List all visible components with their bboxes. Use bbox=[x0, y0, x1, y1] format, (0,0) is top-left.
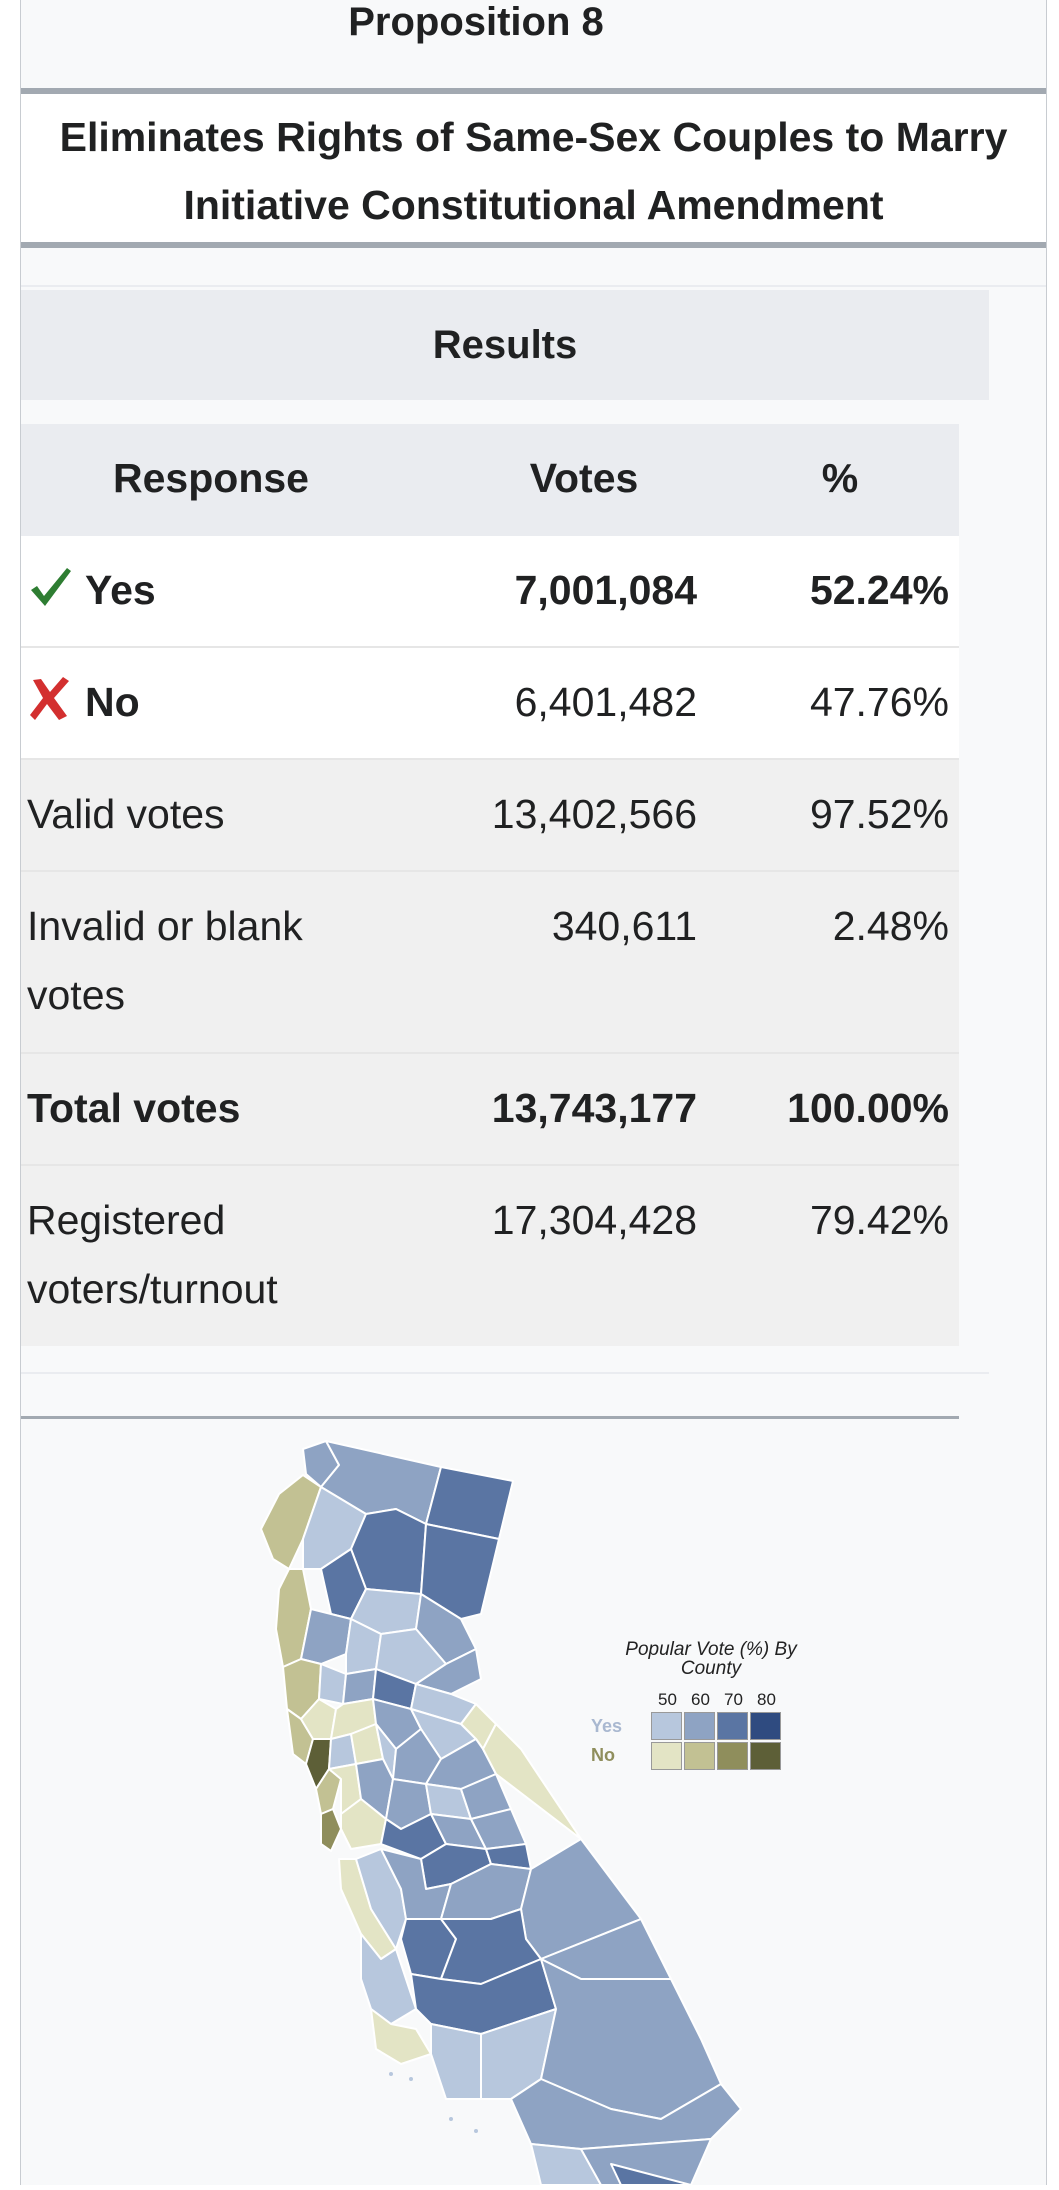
california-county-map bbox=[260, 1440, 742, 2186]
table-header-row: Response Votes % bbox=[21, 424, 959, 536]
table-row-yes: Yes 7,001,084 52.24% bbox=[21, 536, 959, 648]
column-header-votes: Votes bbox=[529, 455, 639, 501]
county-region bbox=[300, 1608, 352, 1665]
percent-value: 79.42% bbox=[809, 1197, 949, 1243]
votes-value: 17,304,428 bbox=[491, 1197, 697, 1243]
response-label: Valid votes bbox=[27, 791, 225, 837]
county-region bbox=[415, 1648, 482, 1695]
legend-ticks: 50 60 70 80 bbox=[658, 1690, 776, 1709]
divider bbox=[21, 285, 1046, 287]
infobox: Proposition 8 Eliminates Rights of Same-… bbox=[20, 0, 1047, 2186]
legend-swatch-no-50 bbox=[651, 1742, 682, 1770]
percent-value: 97.52% bbox=[809, 791, 949, 837]
county-region bbox=[430, 2023, 482, 2100]
legend-no-label: No bbox=[591, 1745, 615, 1765]
response-label: Invalid or blank bbox=[27, 903, 303, 949]
percent-value: 52.24% bbox=[809, 567, 949, 613]
table-row-invalid: Invalid or blank votes 340,611 2.48% bbox=[21, 872, 959, 1054]
response-label: Registered bbox=[27, 1197, 226, 1243]
county-region bbox=[315, 1768, 342, 1815]
votes-value: 7,001,084 bbox=[514, 567, 697, 613]
county-region bbox=[318, 1663, 347, 1705]
column-header-response: Response bbox=[113, 455, 309, 501]
county-region bbox=[320, 1808, 342, 1852]
subtitle-line-1: Eliminates Rights of Same-Sex Couples to… bbox=[59, 114, 1008, 160]
divider bbox=[21, 1372, 989, 1374]
percent-value: 2.48% bbox=[832, 903, 949, 949]
response-label: Yes bbox=[85, 567, 156, 613]
response-label-cont: voters/turnout bbox=[27, 1266, 278, 1312]
results-table: Response Votes % Yes 7,001,084 52.24% No… bbox=[21, 424, 959, 1346]
map-divider bbox=[21, 1416, 959, 1419]
legend-swatch-yes-50 bbox=[651, 1712, 682, 1740]
legend-title: Popular Vote (%) By County bbox=[625, 1639, 797, 1679]
votes-value: 13,402,566 bbox=[491, 791, 697, 837]
table-row-total: Total votes 13,743,177 100.00% bbox=[21, 1054, 959, 1166]
table-row-registered: Registered voters/turnout 17,304,428 79.… bbox=[21, 1166, 959, 1346]
legend-swatch-yes-60 bbox=[684, 1712, 715, 1740]
votes-value: 6,401,482 bbox=[514, 679, 697, 725]
table-row-valid: Valid votes 13,402,566 97.52% bbox=[21, 760, 959, 872]
legend-swatch-yes-80 bbox=[750, 1712, 781, 1740]
response-label: No bbox=[85, 679, 140, 725]
legend-swatch-no-80 bbox=[750, 1742, 781, 1770]
legend-swatch-no-60 bbox=[684, 1742, 715, 1770]
county-map-area bbox=[21, 1419, 1046, 2186]
cross-icon bbox=[30, 677, 69, 720]
island bbox=[449, 2117, 453, 2121]
proposition-title: Proposition 8 bbox=[348, 0, 604, 44]
county-region bbox=[420, 1523, 500, 1620]
votes-value: 13,743,177 bbox=[491, 1085, 697, 1131]
response-label-cont: votes bbox=[27, 972, 125, 1018]
county-region bbox=[482, 1723, 582, 1840]
percent-value: 47.76% bbox=[809, 679, 949, 725]
subtitle-line-2: Initiative Constitutional Amendment bbox=[183, 182, 884, 228]
response-label: Total votes bbox=[27, 1085, 241, 1131]
legend-yes-label: Yes bbox=[591, 1716, 623, 1736]
votes-value: 340,611 bbox=[551, 903, 697, 949]
island bbox=[474, 2129, 478, 2133]
island bbox=[409, 2077, 413, 2081]
legend-swatch-no-70 bbox=[717, 1742, 748, 1770]
island bbox=[389, 2072, 393, 2076]
legend-swatch-yes-70 bbox=[717, 1712, 748, 1740]
results-header: Results bbox=[21, 290, 989, 400]
subtitle-box: Eliminates Rights of Same-Sex Couples to… bbox=[21, 88, 1046, 248]
table-row-no: No 6,401,482 47.76% bbox=[21, 648, 959, 760]
percent-value: 100.00% bbox=[787, 1085, 949, 1131]
check-icon bbox=[31, 568, 71, 606]
column-header-percent: % bbox=[821, 455, 859, 501]
